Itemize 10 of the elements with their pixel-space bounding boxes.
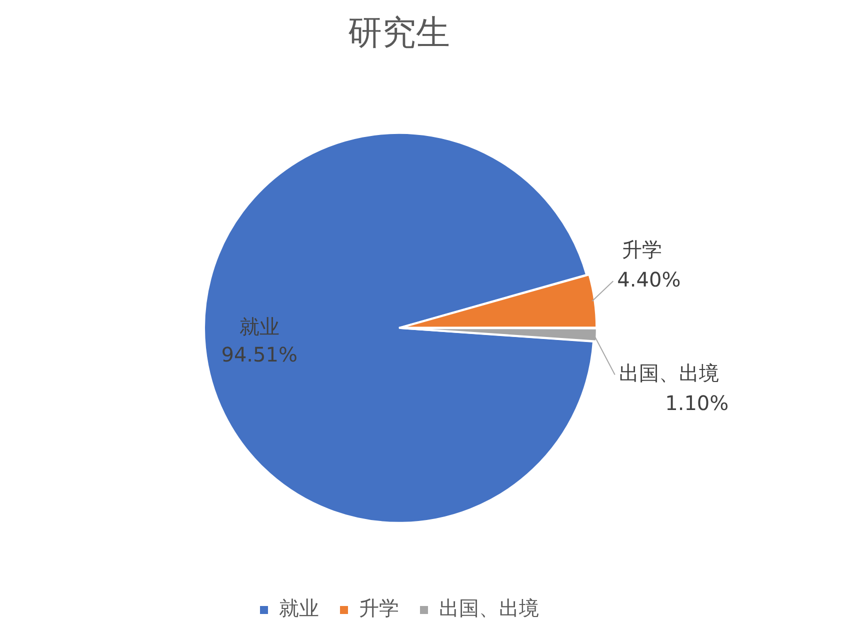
legend-label: 升学 (359, 596, 399, 620)
legend-label: 就业 (279, 596, 319, 620)
legend-label: 出国、出境 (439, 596, 539, 620)
slice-label: 升学 (622, 237, 662, 262)
data-label: 4.40% (617, 267, 681, 292)
data-label: 1.10% (665, 390, 729, 415)
slice-label: 就业 (239, 314, 280, 339)
data-label: 94.51% (221, 342, 298, 367)
chart-title: 研究生 (348, 13, 450, 54)
slice-label: 出国、出境 (618, 360, 719, 385)
